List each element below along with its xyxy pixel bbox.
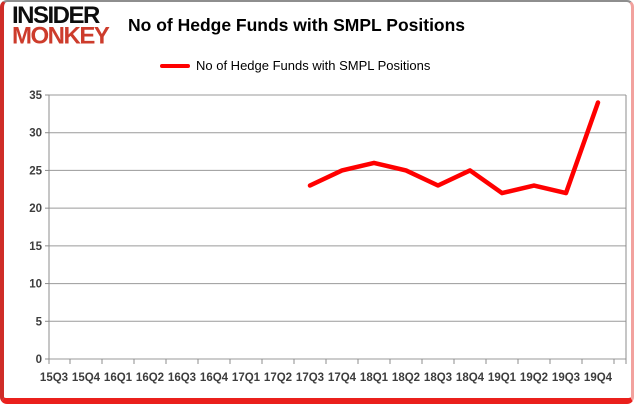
- legend-label: No of Hedge Funds with SMPL Positions: [196, 58, 431, 73]
- logo-line-insider: INSIDER: [12, 1, 100, 30]
- x-axis-label: 15Q4: [72, 372, 101, 384]
- chart-title: No of Hedge Funds with SMPL Positions: [128, 15, 466, 35]
- y-axis-label: 10: [29, 279, 42, 291]
- x-axis-label: 17Q3: [296, 372, 324, 384]
- x-axis-label: 17Q4: [328, 372, 357, 384]
- y-axis-label: 25: [29, 165, 42, 177]
- y-axis-label: 35: [29, 90, 42, 102]
- x-axis-label: 18Q1: [360, 372, 389, 384]
- y-axis-label: 20: [29, 203, 42, 215]
- x-axis-label: 18Q3: [424, 372, 452, 384]
- x-axis-label: 19Q4: [584, 372, 613, 384]
- legend-line-swatch: [160, 63, 190, 68]
- x-axis-label: 19Q1: [488, 372, 517, 384]
- x-axis-label: 16Q3: [168, 372, 196, 384]
- legend: No of Hedge Funds with SMPL Positions: [160, 58, 430, 73]
- x-axis-label: 16Q2: [136, 372, 164, 384]
- x-axis-label: 19Q3: [552, 372, 580, 384]
- x-axis-label: 16Q1: [104, 372, 133, 384]
- y-axis-label: 30: [29, 128, 42, 140]
- x-axis-label: 17Q1: [232, 372, 261, 384]
- y-axis-label: 5: [36, 316, 43, 328]
- insider-monkey-logo: INSIDER MONKEY: [12, 1, 110, 50]
- series-line: [307, 100, 601, 196]
- logo-line-monkey: MONKEY: [12, 21, 110, 50]
- x-axis-label: 18Q4: [456, 372, 485, 384]
- x-axis-label: 15Q3: [40, 372, 68, 384]
- x-axis-label: 18Q2: [392, 372, 420, 384]
- x-axis-label: 19Q2: [520, 372, 548, 384]
- x-axis-label: 17Q2: [264, 372, 292, 384]
- y-axis-label: 15: [29, 241, 42, 253]
- y-axis-label: 0: [36, 354, 42, 366]
- x-axis-label: 16Q4: [200, 372, 229, 384]
